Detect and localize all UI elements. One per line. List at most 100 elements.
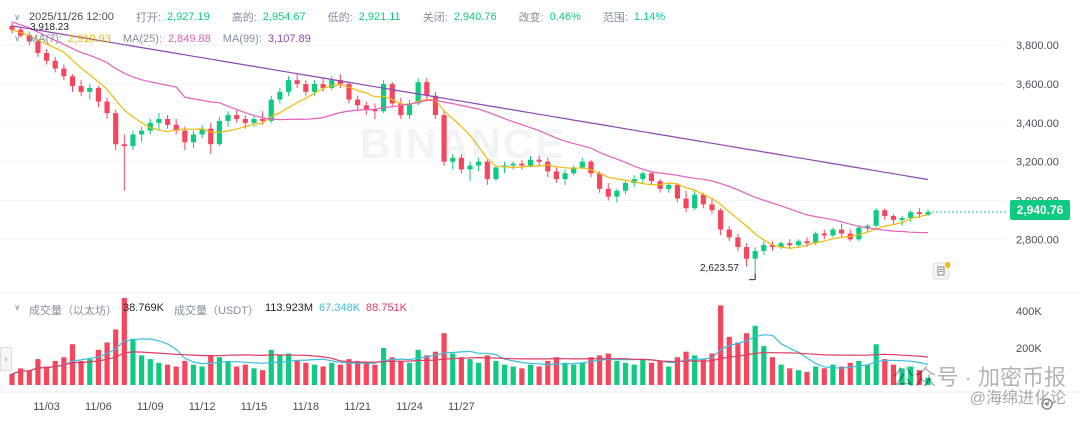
volume-bar bbox=[329, 362, 335, 385]
ma25-line bbox=[11, 21, 929, 234]
candle-body bbox=[787, 243, 793, 246]
ma-legend[interactable]: ∨ MA(7): 2,919.93 MA(25): 2,849.88 MA(99… bbox=[14, 33, 311, 45]
high-value: 2,954.67 bbox=[262, 11, 306, 23]
volume-bar bbox=[692, 355, 698, 385]
chevron-down-icon[interactable]: ∨ bbox=[14, 11, 21, 22]
volume-legend[interactable]: ∨ 成交量（以太坊） 38.769K 成交量（USDT） 113.923M 67… bbox=[14, 302, 407, 318]
chevron-down-icon[interactable]: ∨ bbox=[14, 33, 21, 43]
volume-bar bbox=[277, 355, 283, 385]
binance-watermark: BINANCE bbox=[360, 120, 566, 167]
time-tick-label: 11/24 bbox=[396, 401, 423, 413]
candle-body bbox=[484, 161, 490, 180]
candle-body bbox=[493, 167, 499, 180]
candle-body bbox=[614, 190, 620, 197]
candle-body bbox=[104, 101, 110, 114]
volume-bar bbox=[130, 338, 136, 385]
candle-body bbox=[398, 103, 404, 116]
volume-bar bbox=[147, 359, 153, 385]
candle-body bbox=[752, 250, 758, 259]
ma7-label: MA(7): bbox=[29, 33, 62, 45]
ma25-value: 2,849.88 bbox=[167, 33, 211, 45]
volume-bar bbox=[631, 364, 637, 385]
footer-watermark: 公众号 · 加密币报 bbox=[892, 365, 1066, 390]
volume-bar bbox=[908, 366, 914, 385]
candle-body bbox=[458, 157, 464, 170]
candle-body bbox=[726, 229, 732, 238]
volume-bar bbox=[69, 344, 76, 385]
candle-body bbox=[778, 243, 784, 248]
volume-bar bbox=[597, 355, 603, 385]
volume-bar bbox=[164, 364, 171, 385]
candle-body bbox=[692, 194, 698, 209]
volume-bar bbox=[605, 353, 611, 385]
volume-bar bbox=[864, 364, 871, 385]
volume-ma-short-line bbox=[11, 334, 929, 375]
close-value: 2,940.76 bbox=[453, 11, 497, 23]
candle-body bbox=[916, 212, 922, 215]
volume-tick-label: 400K bbox=[1016, 306, 1042, 318]
volume-bar bbox=[562, 362, 568, 385]
volume-bar bbox=[735, 342, 741, 385]
low-value: 2,921.11 bbox=[358, 11, 401, 23]
candle-body bbox=[35, 41, 41, 53]
open-label: 打开: bbox=[135, 12, 161, 24]
candle-body bbox=[640, 173, 646, 180]
volume-bar bbox=[311, 364, 318, 385]
time-tick-label: 11/21 bbox=[344, 401, 371, 413]
volume-bar bbox=[337, 364, 343, 385]
candle-body bbox=[545, 161, 551, 172]
candle-body bbox=[597, 173, 603, 189]
volume-bar bbox=[216, 357, 222, 385]
volume-bar bbox=[251, 368, 257, 385]
candle-body bbox=[666, 184, 672, 189]
candle-body bbox=[683, 198, 689, 209]
candle-body bbox=[225, 115, 231, 121]
candle-body bbox=[622, 183, 629, 191]
alert-icon[interactable] bbox=[932, 262, 950, 280]
range-value: 1.14% bbox=[633, 11, 666, 23]
volume-bar bbox=[787, 368, 793, 385]
volume-bar bbox=[890, 364, 897, 385]
price-tick-label: 3,200.00 bbox=[1016, 157, 1059, 169]
close-label: 关闭: bbox=[422, 12, 448, 24]
change-value: 0.46% bbox=[549, 11, 581, 23]
volume-bar bbox=[493, 360, 499, 385]
candle-body bbox=[173, 124, 179, 131]
volume-bar bbox=[501, 364, 508, 385]
low-label: 低的: bbox=[327, 12, 353, 24]
volume-bar bbox=[268, 349, 274, 385]
volume-bar bbox=[199, 366, 205, 385]
candle-body bbox=[208, 128, 214, 145]
price-tick-label: 3,400.00 bbox=[1016, 118, 1059, 130]
volume-bar bbox=[104, 342, 110, 385]
last-price-tag: 2,940.76 bbox=[1010, 200, 1070, 220]
volume-ma-b-value: 88.751K bbox=[366, 302, 408, 314]
candle-body bbox=[718, 210, 724, 230]
ma7-line bbox=[11, 29, 929, 249]
volume-bar bbox=[683, 351, 689, 385]
volume-bar bbox=[579, 362, 585, 385]
expand-panel-button[interactable]: › bbox=[0, 347, 12, 371]
price-tick-label: 3,600.00 bbox=[1016, 79, 1059, 91]
volume-bar bbox=[847, 362, 853, 385]
candle-body bbox=[890, 216, 897, 220]
ma99-label: MA(99): bbox=[222, 33, 262, 45]
ma99-line bbox=[11, 25, 929, 181]
volume-bar bbox=[709, 353, 715, 385]
time-tick-label: 11/09 bbox=[137, 401, 164, 413]
volume-bar bbox=[510, 366, 516, 385]
chevron-down-icon[interactable]: ∨ bbox=[14, 302, 21, 312]
candle-body bbox=[588, 161, 594, 174]
volume-bar bbox=[450, 353, 456, 385]
candle-body bbox=[467, 165, 473, 170]
candle-body bbox=[113, 113, 119, 145]
candle-body bbox=[61, 68, 67, 77]
settings-icon[interactable] bbox=[1040, 397, 1054, 411]
volume-bar bbox=[363, 362, 369, 385]
candle-body bbox=[337, 80, 343, 85]
candle-body bbox=[579, 161, 585, 168]
time-tick-label: 11/15 bbox=[241, 401, 268, 413]
volume-bar bbox=[467, 359, 473, 385]
volume-bar bbox=[380, 347, 387, 385]
